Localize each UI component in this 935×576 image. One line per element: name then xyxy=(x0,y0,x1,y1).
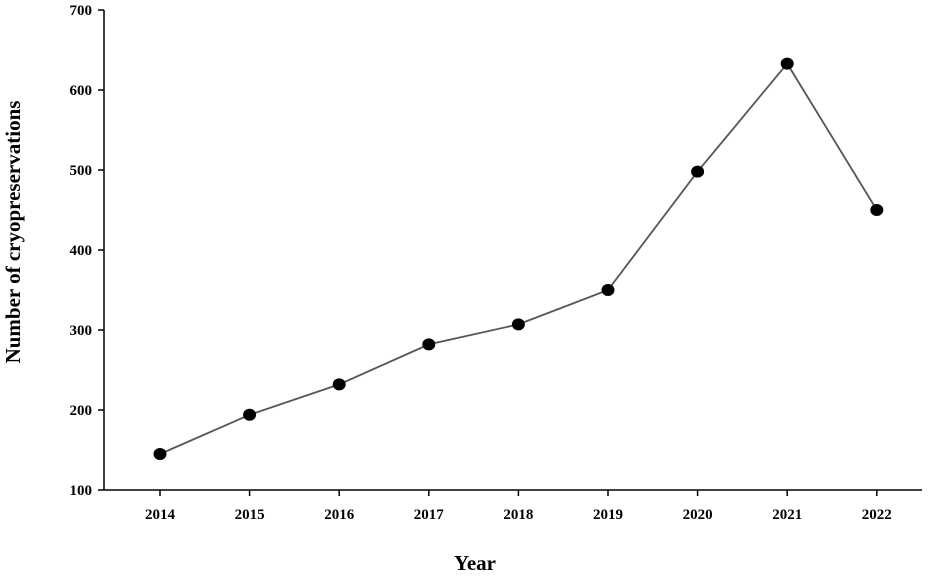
y-axis-ticks: 100 200 300 400 500 600 700 xyxy=(70,3,104,499)
x-tick-label: 2018 xyxy=(503,507,533,523)
data-point xyxy=(332,378,346,391)
y-axis-title: Number of cryopreservations xyxy=(1,101,25,364)
x-tick-label: 2020 xyxy=(683,507,713,523)
x-tick-label: 2015 xyxy=(235,507,265,523)
y-tick-label: 300 xyxy=(70,323,93,339)
y-tick-label: 400 xyxy=(70,243,93,259)
x-tick-label: 2017 xyxy=(414,507,445,523)
x-axis-title: Year xyxy=(454,551,496,575)
x-axis-ticks: 2014 2015 2016 2017 2018 2019 2020 2021 2022 xyxy=(145,490,892,523)
data-point xyxy=(780,57,794,70)
x-tick-label: 2014 xyxy=(145,507,176,523)
y-tick-label: 600 xyxy=(70,83,93,99)
x-tick-label: 2016 xyxy=(324,507,355,523)
x-tick-label: 2022 xyxy=(862,507,892,523)
data-point xyxy=(870,204,884,216)
y-tick-label: 500 xyxy=(70,163,93,179)
y-tick-label: 100 xyxy=(70,483,93,499)
series-line xyxy=(159,62,878,455)
data-point xyxy=(601,284,615,296)
data-point xyxy=(243,408,257,421)
data-point xyxy=(511,318,525,331)
data-point xyxy=(422,338,436,351)
x-tick-label: 2021 xyxy=(772,507,802,523)
data-point xyxy=(153,448,167,460)
y-tick-label: 200 xyxy=(70,403,93,419)
series-group xyxy=(153,57,884,460)
x-tick-label: 2019 xyxy=(593,507,623,523)
y-tick-label: 700 xyxy=(70,3,93,19)
data-point xyxy=(691,165,705,178)
